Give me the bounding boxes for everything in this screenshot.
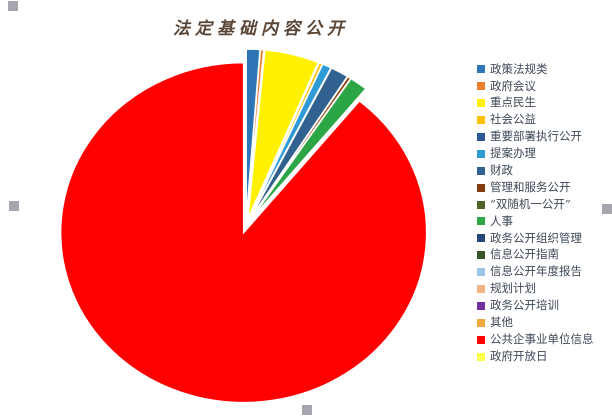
legend-label: 重要部署执行公开: [490, 129, 582, 144]
legend-swatch-icon: [477, 285, 485, 294]
legend-label: 提案办理: [490, 146, 536, 161]
legend-swatch-icon: [477, 251, 485, 260]
legend-item-5[interactable]: 重要部署执行公开: [477, 129, 594, 146]
legend-swatch-icon: [477, 335, 485, 344]
legend-label: 规划计划: [490, 281, 536, 296]
legend-label: 政务公开培训: [490, 298, 559, 313]
legend-swatch-icon: [477, 149, 485, 158]
legend-label: 社会公益: [490, 112, 536, 127]
legend-label: 政务公开组织管理: [490, 230, 582, 245]
legend-label: 政策法规类: [490, 61, 548, 76]
pie-slice-17[interactable]: [59, 61, 428, 404]
legend-label: 公共企事业单位信息: [490, 331, 594, 346]
legend-item-16[interactable]: 其他: [477, 314, 594, 331]
legend-swatch-icon: [477, 352, 485, 361]
legend-item-7[interactable]: 财政: [477, 162, 594, 179]
legend-swatch-icon: [477, 268, 485, 277]
legend-swatch-icon: [477, 200, 485, 209]
selection-handle-bottom-center[interactable]: [302, 405, 312, 415]
legend-swatch-icon: [477, 301, 485, 310]
legend-swatch-icon: [477, 82, 485, 91]
legend-swatch-icon: [477, 217, 485, 226]
legend-label: 管理和服务公开: [490, 179, 571, 194]
legend-item-13[interactable]: 信息公开年度报告: [477, 264, 594, 281]
legend-swatch-icon: [477, 318, 485, 327]
legend-item-12[interactable]: 信息公开指南: [477, 247, 594, 264]
pie-slice-10[interactable]: [249, 77, 368, 221]
legend-label: “双随机一公开”: [490, 196, 571, 211]
legend-label: 信息公开指南: [490, 247, 559, 262]
legend-label: 其他: [490, 315, 513, 330]
legend-item-15[interactable]: 政务公开培训: [477, 297, 594, 314]
legend-item-8[interactable]: 管理和服务公开: [477, 179, 594, 196]
legend-item-11[interactable]: 政务公开组织管理: [477, 230, 594, 247]
pie-slice-2[interactable]: [245, 48, 265, 220]
legend-item-18[interactable]: 政府开放日: [477, 348, 594, 365]
legend-swatch-icon: [477, 116, 485, 125]
legend-label: 政府开放日: [490, 348, 548, 363]
legend-item-6[interactable]: 提案办理: [477, 145, 594, 162]
legend-swatch-icon: [477, 234, 485, 243]
legend-item-4[interactable]: 社会公益: [477, 112, 594, 129]
legend-label: 人事: [490, 213, 513, 228]
legend-swatch-icon: [477, 166, 485, 175]
legend-label: 政府会议: [490, 78, 536, 93]
legend-label: 重点民生: [490, 95, 536, 110]
legend-item-3[interactable]: 重点民生: [477, 95, 594, 112]
legend-item-14[interactable]: 规划计划: [477, 281, 594, 298]
legend-item-10[interactable]: 人事: [477, 213, 594, 230]
legend-swatch-icon: [477, 133, 485, 141]
legend-item-2[interactable]: 政府会议: [477, 78, 594, 95]
selection-handle-top-left[interactable]: [8, 1, 18, 11]
legend-item-9[interactable]: “双随机一公开”: [477, 196, 594, 213]
pie-slice-3[interactable]: [246, 49, 320, 220]
legend-item-1[interactable]: 政策法规类: [477, 61, 594, 78]
legend-swatch-icon: [477, 183, 485, 192]
legend-item-17[interactable]: 公共企事业单位信息: [477, 331, 594, 348]
legend-swatch-icon: [477, 65, 485, 74]
selection-handle-mid-left[interactable]: [9, 201, 19, 211]
legend-label: 财政: [490, 163, 513, 178]
chart-legend: 政策法规类 政府会议 重点民生 社会公益 重要部署执行公开 提案办理 财政: [477, 61, 594, 365]
selection-handle-mid-right[interactable]: [602, 204, 612, 214]
legend-label: 信息公开年度报告: [490, 264, 582, 279]
legend-swatch-icon: [477, 99, 485, 108]
chart-title[interactable]: 法定基础内容公开: [173, 19, 349, 39]
